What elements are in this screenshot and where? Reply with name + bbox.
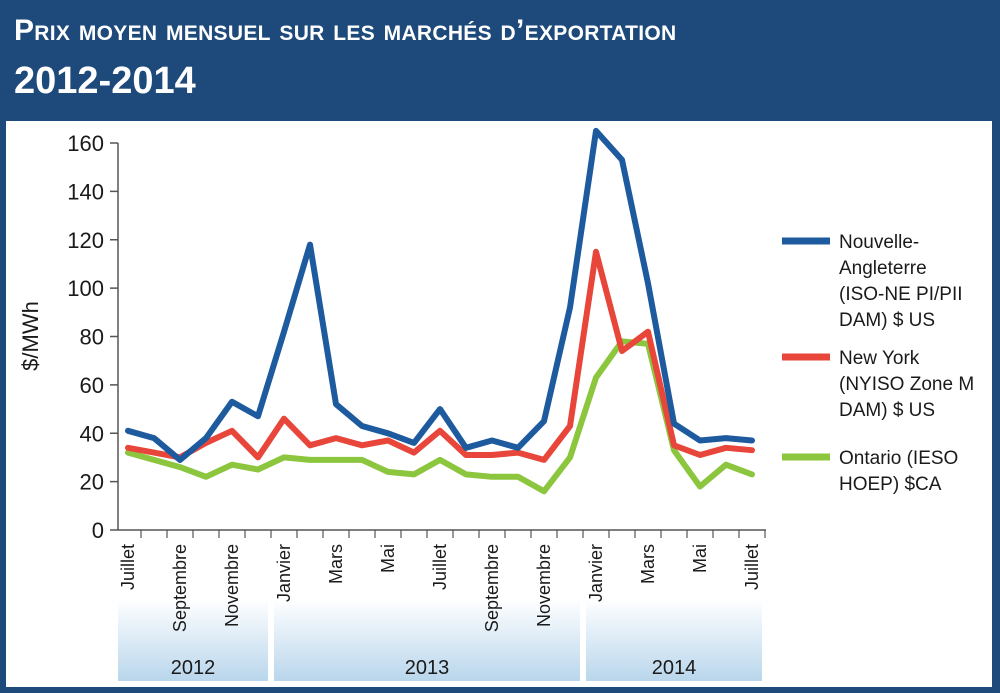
year-band (274, 599, 580, 681)
legend-label: (NYISO Zone M (839, 374, 974, 395)
legend-label: Angleterre (839, 258, 927, 279)
chart-subtitle: 2012-2014 (14, 60, 196, 102)
legend-label: DAM) $ US (839, 400, 935, 421)
x-tick-label: Juillet (430, 544, 450, 590)
x-tick-label: Juillet (118, 544, 138, 590)
x-tick-label: Mai (690, 544, 710, 573)
y-tick-label: 140 (67, 179, 104, 204)
series-line (125, 127, 755, 463)
year-band (586, 599, 762, 681)
y-axis-label: $/MWh (18, 301, 43, 371)
legend-label: (ISO-NE PI/PII (839, 284, 963, 305)
x-tick-label: Janvier (274, 544, 294, 602)
y-tick-label: 100 (67, 276, 104, 301)
legend-label: Nouvelle- (839, 232, 919, 253)
chart-title: Prix moyen mensuel sur les marchés d’exp… (14, 14, 677, 47)
y-tick-label: 60 (80, 373, 104, 398)
year-band (118, 599, 268, 681)
x-tick-label: Septembre (482, 544, 502, 632)
legend-label: HOEP) $CA (839, 474, 942, 495)
x-tick-label: Juillet (742, 544, 762, 590)
title-bar: Prix moyen mensuel sur les marchés d’exp… (0, 0, 1000, 120)
x-tick-label: Novembre (534, 544, 554, 627)
line-chart: 0 20 40 60 80 100 120 140 160 $/MWh 2012 2013 2014 Ju… (18, 127, 974, 681)
legend-label: DAM) $ US (839, 310, 935, 331)
y-tick-label: 160 (67, 131, 104, 156)
year-label: 2012 (171, 657, 216, 679)
x-tick-label: Septembre (170, 544, 190, 632)
x-tick-label: Mai (378, 544, 398, 573)
x-tick-label: Mars (638, 544, 658, 584)
y-tick-label: 120 (67, 228, 104, 253)
y-tick-label: 80 (80, 325, 104, 350)
year-label: 2014 (652, 657, 697, 679)
legend-label: Ontario (IESO (839, 448, 958, 469)
y-tick-label: 40 (80, 421, 104, 446)
y-tick-label: 0 (92, 518, 104, 543)
year-label: 2013 (405, 657, 450, 679)
x-tick-label: Mars (326, 544, 346, 584)
chart-panel: 0 20 40 60 80 100 120 140 160 $/MWh 2012 2013 2014 Ju… (6, 121, 992, 687)
y-tick-label: 20 (80, 470, 104, 495)
legend-label: New York (839, 348, 920, 369)
x-tick-label: Janvier (586, 544, 606, 602)
x-tick-label: Novembre (222, 544, 242, 627)
